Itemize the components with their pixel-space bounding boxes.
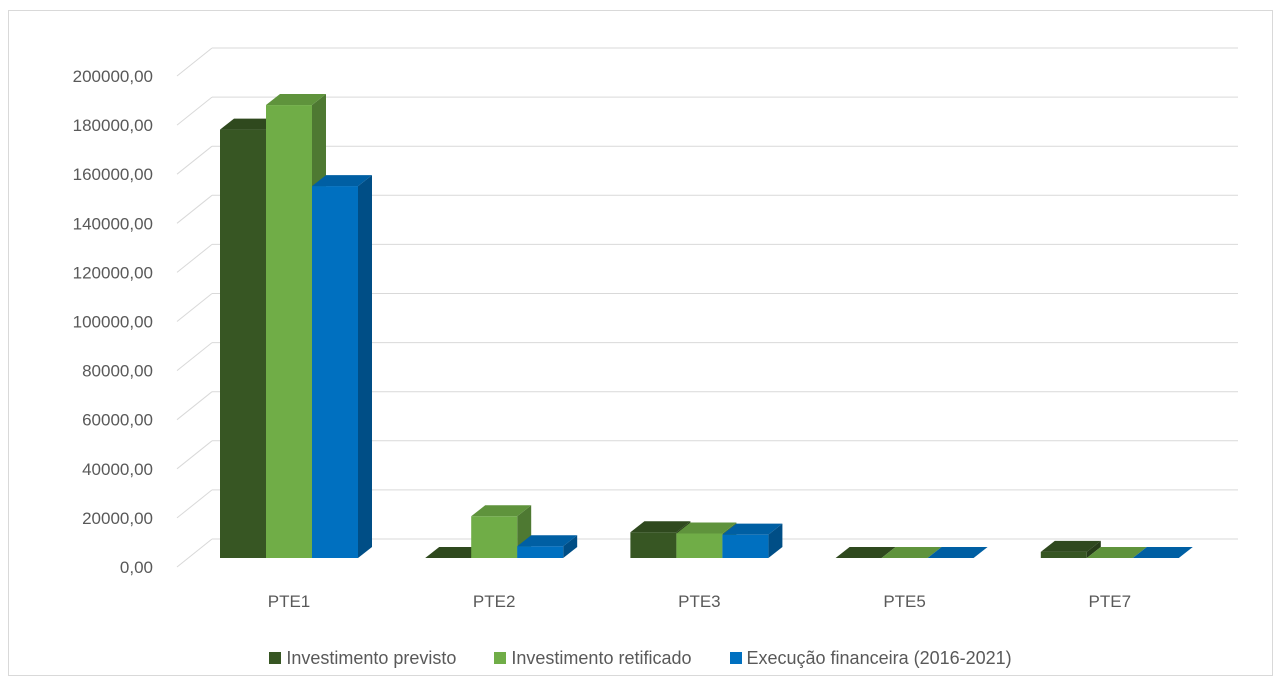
legend-item-1: Investimento retificado	[494, 647, 692, 669]
gridline-depth	[176, 538, 213, 568]
gridline-depth	[176, 194, 213, 224]
legend-item-0: Investimento previsto	[269, 648, 456, 669]
gridline-depth	[176, 47, 213, 77]
y-tick-label: 160000,00	[73, 165, 153, 184]
bar	[517, 535, 578, 558]
legend-label-1: Investimento retificado	[511, 647, 692, 668]
legend-swatch-1	[494, 652, 507, 664]
legend-swatch-2	[729, 652, 742, 664]
y-tick-label: 0,00	[120, 558, 153, 577]
bar-front	[471, 516, 518, 558]
y-tick-label: 200000,00	[73, 67, 153, 86]
bar-top	[1086, 547, 1147, 558]
bar-front	[266, 105, 312, 559]
bar-top	[927, 547, 988, 558]
bar-top	[517, 535, 578, 547]
bar	[722, 523, 783, 558]
gridline-depth	[176, 293, 213, 322]
bar-front	[220, 129, 266, 559]
legend-item-2: Execução financeira (2016-2021)	[729, 647, 1012, 669]
legend-label-0: Investimento previsto	[286, 647, 457, 668]
bar-front	[517, 546, 564, 558]
bar-side	[358, 175, 372, 558]
gridline-depth	[176, 440, 213, 470]
bar-top	[1040, 540, 1101, 552]
bar-top	[1132, 547, 1193, 558]
bar-top	[630, 521, 691, 533]
bar	[425, 547, 486, 558]
y-tick-label: 80000,00	[82, 362, 153, 381]
bar-top	[266, 94, 326, 106]
gridline-depth	[176, 489, 213, 519]
bar	[312, 175, 372, 558]
x-tick-label: PTE3	[678, 592, 721, 611]
y-tick-label: 100000,00	[73, 313, 153, 332]
legend-label-2: Execução financeira (2016-2021)	[746, 647, 1012, 668]
x-tick-label: PTE7	[1089, 592, 1132, 611]
gridline-depth	[176, 96, 213, 126]
bar-top	[881, 547, 942, 558]
x-tick-label: PTE1	[268, 592, 311, 611]
bar-top	[676, 522, 737, 534]
bar	[1086, 547, 1147, 558]
bar-top	[835, 547, 896, 558]
bar	[881, 547, 942, 558]
bar-top	[722, 523, 783, 535]
legend: Investimento previsto Investimento retif…	[0, 646, 1281, 670]
bar-top	[220, 118, 280, 130]
bar-top	[471, 505, 532, 517]
bar-front	[630, 532, 677, 558]
gridline-depth	[176, 391, 213, 421]
x-tick-label: PTE2	[473, 592, 516, 611]
bar	[927, 547, 988, 558]
bar-front	[676, 533, 723, 558]
y-tick-label: 20000,00	[82, 509, 153, 528]
gridline-depth	[176, 244, 213, 273]
bar-front	[1040, 551, 1087, 558]
bar	[1040, 540, 1101, 558]
bar	[1132, 547, 1193, 558]
bar-top	[312, 175, 372, 187]
legend-swatch-0	[269, 652, 282, 664]
y-tick-label: 140000,00	[73, 214, 153, 233]
bar-side	[1086, 540, 1101, 558]
gridline-depth	[176, 342, 213, 371]
gridline-depth	[176, 145, 213, 175]
bar-front	[722, 534, 769, 558]
y-tick-label: 120000,00	[73, 263, 153, 282]
bar-front	[312, 186, 358, 558]
y-tick-label: 180000,00	[73, 116, 153, 135]
y-tick-label: 40000,00	[82, 460, 153, 479]
bar-top	[425, 547, 486, 558]
bar-side	[768, 523, 783, 558]
bar-side	[563, 535, 578, 558]
y-tick-label: 60000,00	[82, 411, 153, 430]
x-tick-label: PTE5	[883, 592, 926, 611]
bar	[835, 547, 896, 558]
